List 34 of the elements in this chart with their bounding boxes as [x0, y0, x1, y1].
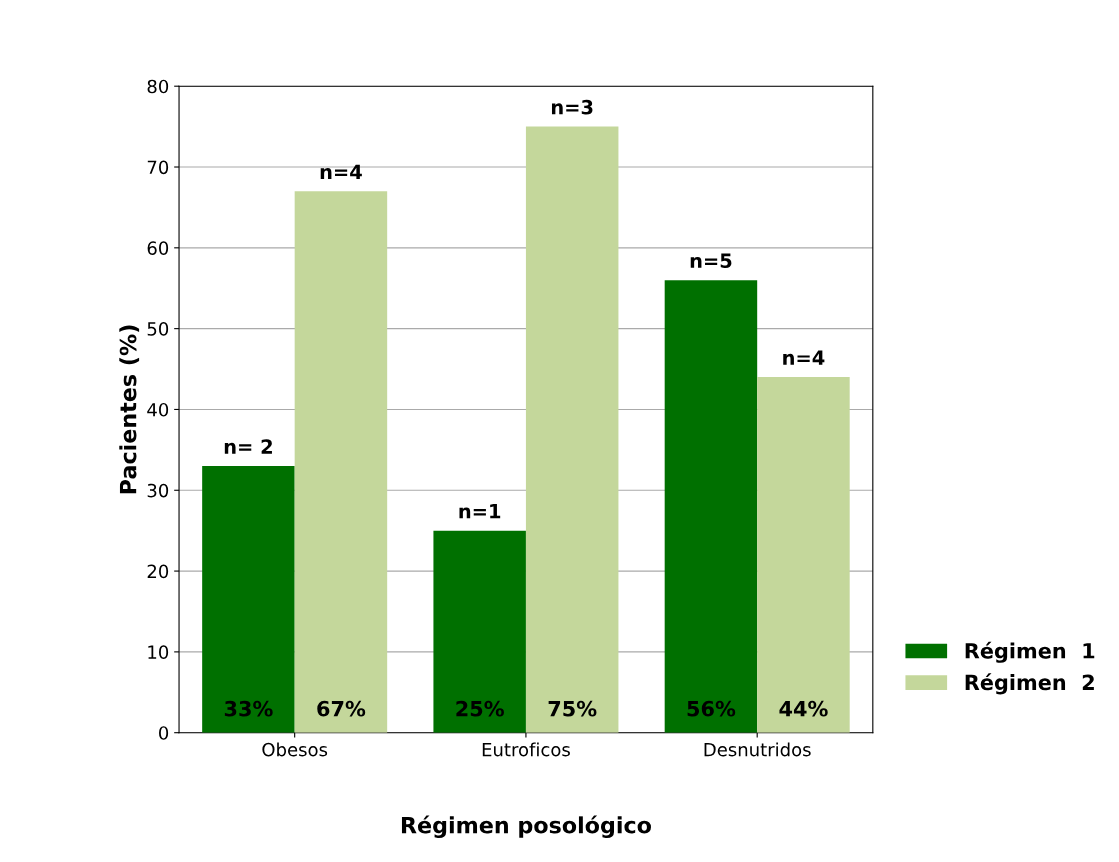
- bar: [433, 530, 526, 733]
- y-tick-label: 30: [147, 483, 169, 498]
- y-tick-label: 20: [147, 564, 169, 579]
- annotation: n= 2: [224, 439, 272, 454]
- y-axis-title: Pacientes (%): [119, 325, 140, 494]
- y-tick-label: 40: [147, 402, 169, 417]
- annotation: n=3: [551, 99, 593, 115]
- annotation: n=4: [320, 164, 362, 179]
- x-axis-title: Régimen posológico: [401, 815, 651, 839]
- legend-label: Régimen 2: [965, 673, 1094, 695]
- y-tick-label: 0: [159, 726, 169, 740]
- y-tick-label: 60: [147, 241, 169, 255]
- data-label: 75%: [548, 700, 597, 717]
- y-tick-label: 80: [147, 79, 169, 94]
- data-label: 33%: [224, 700, 273, 717]
- y-tick-label: 10: [148, 645, 169, 659]
- annotation: n=1: [459, 504, 501, 519]
- data-label: 25%: [456, 700, 504, 717]
- data-label: 67%: [317, 700, 366, 717]
- bar: [664, 280, 758, 733]
- annotation: n=5: [690, 253, 732, 269]
- x-tick-label: Eutroficos: [482, 742, 570, 757]
- legend-label: Régimen 1: [965, 641, 1095, 663]
- annotation: n=4: [783, 350, 825, 365]
- data-label: 56%: [687, 700, 736, 717]
- y-tick-label: 50: [147, 322, 169, 336]
- x-tick-label: Obesos: [262, 742, 328, 757]
- bar: [525, 126, 619, 733]
- bar: [294, 191, 388, 733]
- x-tick-label: Desnutridos: [704, 742, 811, 757]
- bar: [757, 377, 850, 733]
- bar: [202, 466, 295, 733]
- data-label: 44%: [779, 700, 828, 717]
- y-tick-label: 70: [147, 160, 169, 175]
